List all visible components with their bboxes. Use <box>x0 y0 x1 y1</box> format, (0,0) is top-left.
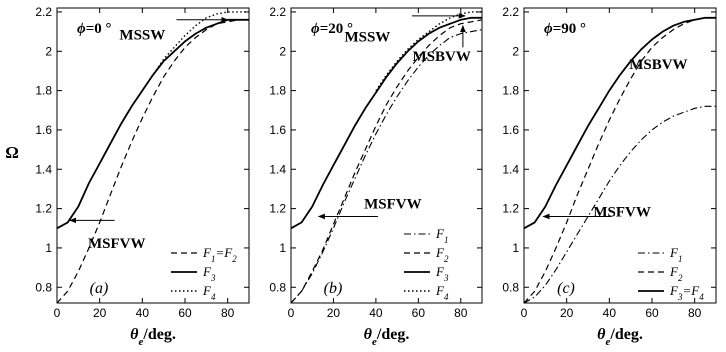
series-line-f1 <box>290 29 483 304</box>
y-tick-label: 1.6 <box>269 123 286 137</box>
y-axis-label: Ω <box>5 143 19 162</box>
y-tick-label: 2.2 <box>502 5 519 19</box>
x-axis-label: θe/deg. <box>364 326 410 348</box>
y-tick-label: 2 <box>279 44 286 58</box>
y-tick-label: 2 <box>512 44 519 58</box>
x-tick-label: 20 <box>560 306 574 320</box>
y-tick-label: 1.2 <box>502 202 519 216</box>
legend-label: F1=F2 <box>202 245 237 264</box>
x-tick-label: 40 <box>369 306 383 320</box>
y-tick-label: 2 <box>45 44 52 58</box>
annotation-msfvw: MSFVW <box>88 236 146 252</box>
y-tick-label: 1 <box>279 241 286 255</box>
chart-panel-2: 0 20 40 60 80 0.8 1 1.2 1.4 1.6 1.8 2 2.2 θe/deg. ϕ=20… <box>269 5 483 348</box>
legend-label: F4 <box>202 283 216 302</box>
x-tick-label: 60 <box>178 306 192 320</box>
plot-frame <box>56 7 250 304</box>
y-tick-label: 1.6 <box>35 123 52 137</box>
y-tick-label: 1.2 <box>35 202 52 216</box>
series-line-f1 <box>523 105 716 304</box>
x-tick-label: 60 <box>412 306 426 320</box>
series-line-f1-f2 <box>56 19 249 304</box>
x-axis-label: θe/deg. <box>597 326 643 348</box>
y-tick-label: 2.2 <box>269 5 286 19</box>
x-tick-label: 0 <box>521 306 528 320</box>
legend-label: F3 <box>435 264 449 283</box>
y-tick-label: 1.4 <box>35 162 52 176</box>
x-tick-label: 40 <box>603 306 617 320</box>
x-tick-label: 60 <box>645 306 659 320</box>
x-tick-label: 0 <box>54 306 61 320</box>
y-tick-label: 2.2 <box>35 5 52 19</box>
phi-label: ϕ=90 ° <box>544 21 586 37</box>
annotation-mssw: MSSW <box>119 27 165 43</box>
y-tick-label: 1.4 <box>269 162 286 176</box>
legend-label: F4 <box>435 283 449 302</box>
legend-label: F3 <box>202 264 216 283</box>
series-line-f3 <box>290 16 482 230</box>
x-axis-label: θe/deg. <box>130 326 176 348</box>
series-line-f2 <box>523 17 716 304</box>
y-tick-label: 1 <box>45 241 52 255</box>
series-line-f2 <box>290 19 483 304</box>
annotation-msfvw: MSFVW <box>364 197 422 213</box>
annotation-mssw: MSSW <box>344 29 390 45</box>
y-tick-label: 1.8 <box>35 84 52 98</box>
legend-label: F2 <box>435 245 449 264</box>
y-tick-label: 1.6 <box>502 123 519 137</box>
plot-frame <box>523 7 717 304</box>
panel-label: (c) <box>557 280 575 297</box>
x-tick-label: 40 <box>136 306 150 320</box>
chart-panel-3: 0 20 40 60 80 0.8 1 1.2 1.4 1.6 1.8 2 2.2 θe/deg. ϕ=90… <box>502 5 717 348</box>
legend-label: F2 <box>669 264 683 283</box>
y-tick-label: 1.2 <box>269 202 286 216</box>
panel-label: (a) <box>90 280 109 297</box>
x-tick-label: 20 <box>93 306 107 320</box>
y-tick-label: 1.4 <box>502 162 519 176</box>
panel-label: (b) <box>324 280 343 297</box>
x-tick-label: 80 <box>454 306 468 320</box>
legend-label: F1 <box>435 226 448 245</box>
x-tick-label: 20 <box>327 306 341 320</box>
annotation-msbvw: MSBVW <box>413 49 471 65</box>
phi-label: ϕ=0 ° <box>77 21 111 37</box>
series-line-f3-f4 <box>523 16 716 230</box>
series-line-f3 <box>56 18 249 230</box>
y-tick-label: 0.8 <box>502 280 519 294</box>
x-tick-label: 80 <box>688 306 702 320</box>
series-line-f4 <box>120 11 249 125</box>
phi-label: ϕ=20 ° <box>311 21 353 37</box>
legend-label: F1 <box>669 245 682 264</box>
x-tick-label: 0 <box>288 306 295 320</box>
chart-panel-1: 0 20 40 60 80 0.8 1 1.2 1.4 1.6 1.8 2 2.2 θe/deg. ϕ=0 … <box>35 5 250 348</box>
y-tick-label: 0.8 <box>35 280 52 294</box>
legend-label: F3=F4 <box>669 283 704 302</box>
y-tick-label: 1.8 <box>269 84 286 98</box>
y-tick-label: 0.8 <box>269 280 286 294</box>
annotation-msbvw: MSBVW <box>629 57 687 73</box>
plot-frame <box>290 7 483 304</box>
x-tick-label: 80 <box>221 306 235 320</box>
y-tick-label: 1.8 <box>502 84 519 98</box>
annotation-msfvw: MSFVW <box>593 204 651 220</box>
y-tick-label: 1 <box>512 241 519 255</box>
